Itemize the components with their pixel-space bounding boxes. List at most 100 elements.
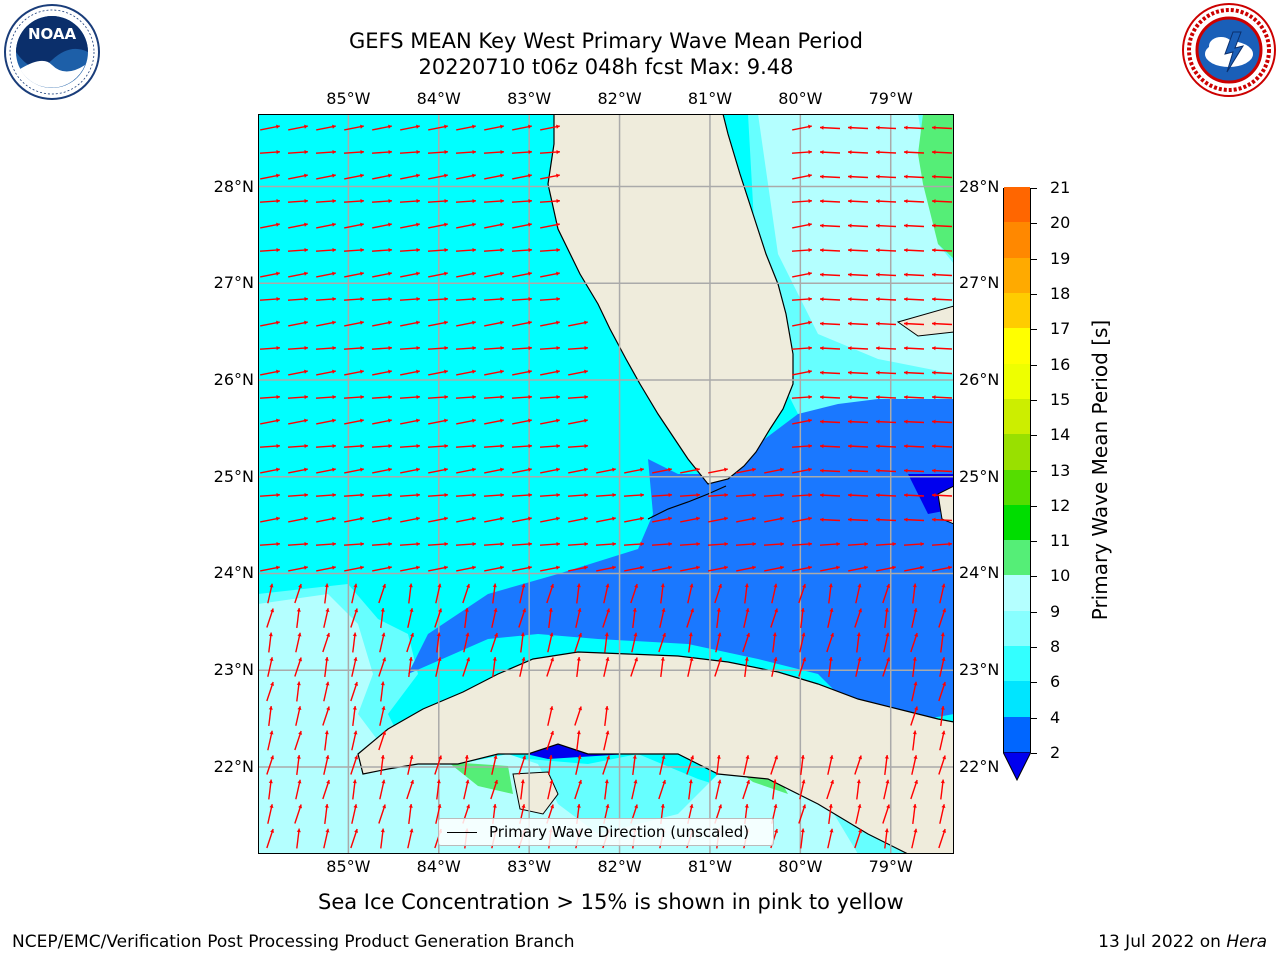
wave-arrow	[799, 632, 806, 653]
wave-arrow	[819, 541, 841, 547]
wave-arrow	[295, 706, 302, 726]
wave-arrow	[912, 656, 917, 678]
wave-arrow	[400, 124, 420, 131]
wave-arrow	[575, 608, 582, 628]
wave-arrow	[350, 681, 359, 702]
wave-arrow	[288, 124, 308, 131]
wave-arrow	[855, 583, 862, 604]
wave-arrow	[344, 222, 364, 229]
wave-arrow	[792, 173, 812, 180]
wave-arrow	[492, 583, 497, 604]
colorbar-tick-mark	[1031, 611, 1037, 613]
wave-arrow	[462, 657, 471, 677]
wave-arrow	[856, 779, 861, 800]
colorbar-tick-mark	[1031, 435, 1037, 437]
lat-tick-label-right: 22°N	[959, 756, 1000, 776]
colorbar-tick-label: 9	[1050, 601, 1061, 621]
wave-arrow	[400, 418, 420, 425]
wave-arrow	[847, 419, 869, 424]
wave-arrow	[875, 370, 897, 375]
wave-arrow	[658, 779, 667, 800]
wave-arrow	[540, 222, 560, 229]
wave-arrow	[427, 541, 449, 547]
wave-arrow	[931, 297, 953, 302]
wave-arrow	[344, 124, 364, 131]
wave-arrow	[315, 296, 337, 302]
colorbar-tick-label: 18	[1050, 283, 1071, 303]
wave-arrow	[903, 517, 925, 522]
wave-arrow	[427, 247, 449, 253]
wave-arrow	[931, 174, 953, 179]
wave-arrow	[483, 345, 505, 351]
wave-arrow	[380, 681, 385, 702]
wave-arrow	[819, 517, 841, 522]
wave-arrow	[903, 370, 925, 375]
wave-arrow	[575, 755, 582, 775]
wave-arrow	[875, 272, 897, 277]
wave-arrow	[884, 828, 889, 849]
wave-arrow	[372, 565, 392, 572]
wave-arrow	[399, 149, 421, 155]
wave-arrow	[931, 395, 953, 400]
wave-arrow	[819, 223, 841, 228]
lon-tick-label-top: 82°W	[597, 89, 642, 108]
wave-arrow	[295, 779, 302, 800]
lat-tick-label-right: 27°N	[959, 273, 1000, 293]
wave-arrow	[568, 369, 588, 376]
wave-arrow	[484, 565, 504, 572]
wave-arrow	[287, 247, 309, 253]
wave-arrow	[372, 124, 392, 131]
wave-arrow	[854, 828, 863, 849]
wave-arrow	[735, 541, 757, 547]
wave-arrow	[378, 730, 387, 751]
wave-arrow	[351, 730, 358, 751]
wave-arrow	[350, 828, 359, 849]
wave-arrow	[792, 271, 812, 278]
wave-arrow	[266, 608, 275, 628]
wave-arrow	[288, 222, 308, 229]
wave-arrow	[847, 395, 869, 400]
colorbar-tick-mark	[1031, 364, 1037, 366]
colorbar-tick-label: 8	[1050, 637, 1061, 657]
wave-arrow	[882, 657, 891, 677]
wave-arrow	[322, 706, 331, 726]
wave-arrow	[931, 199, 953, 204]
wave-arrow	[288, 271, 308, 278]
wave-arrow	[483, 541, 505, 547]
wave-arrow	[456, 369, 476, 376]
wave-arrow	[792, 222, 812, 229]
lon-tick-label-bottom: 82°W	[597, 857, 642, 876]
wave-arrow	[372, 222, 392, 229]
wave-arrow	[875, 248, 897, 253]
wave-arrow	[399, 492, 421, 498]
colorbar-segment	[1004, 610, 1030, 647]
wave-arrow	[736, 565, 756, 572]
colorbar	[1003, 186, 1031, 753]
wave-arrow	[792, 369, 812, 376]
wave-arrow	[791, 394, 813, 400]
colorbar-tick-mark	[1031, 717, 1037, 719]
wave-arrow	[400, 271, 420, 278]
wave-arrow	[882, 583, 891, 604]
colorbar-segment	[1004, 645, 1030, 682]
wave-arrow	[455, 149, 477, 155]
wave-arrow	[623, 541, 645, 547]
wave-arrow	[567, 394, 589, 400]
wave-arrow	[884, 754, 889, 776]
wave-arrow	[875, 444, 897, 449]
wave-arrow	[603, 657, 610, 677]
lon-tick-label-bottom: 81°W	[687, 857, 733, 876]
wave-arrow	[819, 297, 841, 302]
wave-arrow	[938, 608, 947, 628]
wave-arrow	[455, 198, 477, 204]
colorbar-segment	[1004, 221, 1030, 258]
wave-arrow	[819, 199, 841, 204]
legend-label: Primary Wave Direction (unscaled)	[489, 823, 750, 841]
wave-arrow	[903, 248, 925, 253]
wave-arrow	[259, 198, 281, 204]
wave-arrow	[903, 419, 925, 424]
wave-arrow	[399, 198, 421, 204]
wave-arrow	[882, 804, 891, 824]
wave-arrow	[876, 565, 896, 572]
wave-arrow	[371, 149, 393, 155]
